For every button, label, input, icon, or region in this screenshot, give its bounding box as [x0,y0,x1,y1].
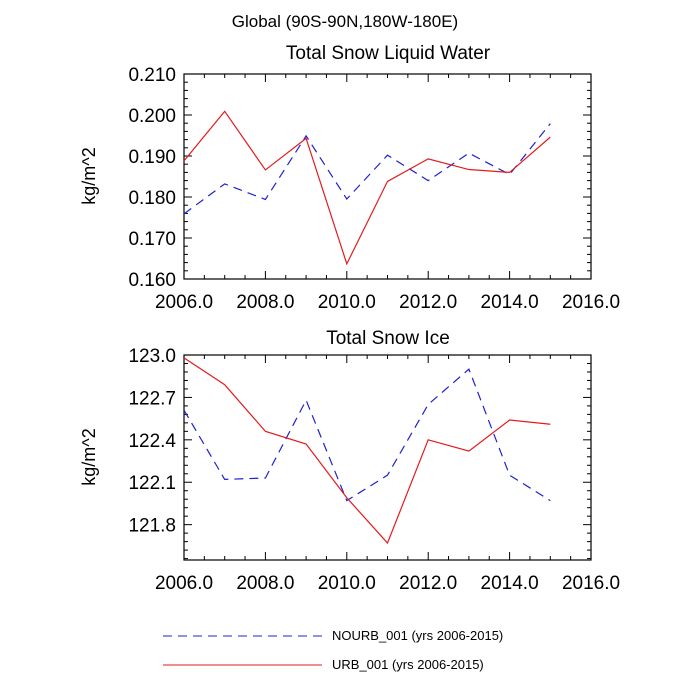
y-tick-label: 123.0 [128,346,176,367]
x-tick-label: 2006.0 [155,292,213,313]
y-tick-label: 122.4 [128,431,176,452]
x-tick-label: 2010.0 [318,292,376,313]
x-tick-label: 2008.0 [236,292,294,313]
x-tick-label: 2014.0 [481,573,539,594]
plot-frame [183,73,592,280]
y-axis-label: kg/m^2 [79,147,99,204]
x-tick-label: 2012.0 [399,292,457,313]
legend-label-nourb: NOURB_001 (yrs 2006-2015) [332,628,503,643]
figure-title: Global (90S-90N,180W-180E) [232,12,458,31]
x-tick-label: 2008.0 [236,573,294,594]
legend: NOURB_001 (yrs 2006-2015) URB_001 (yrs 2… [163,628,503,672]
x-tick-label: 2014.0 [481,292,539,313]
legend-label-urb: URB_001 (yrs 2006-2015) [332,657,484,672]
y-tick-label: 0.160 [128,270,176,291]
series-line-nourb [183,123,551,215]
series-line-urb [183,110,551,266]
y-tick-label: 0.200 [128,106,176,127]
y-tick-label: 0.180 [128,188,176,209]
panel-snow-liquid-water: Total Snow Liquid Water kg/m^2 2006.0 200… [79,43,620,313]
plot-frame [183,354,592,561]
panel-snow-ice: Total Snow Ice kg/m^2 2006.0 2008.0 2010.0… [79,328,620,594]
y-tick-label: 0.210 [128,65,176,86]
y-tick-label: 122.1 [128,473,176,494]
panel-title: Total Snow Liquid Water [286,43,491,64]
y-tick-label: 122.7 [128,388,176,409]
x-tick-label: 2016.0 [562,573,620,594]
y-tick-label: 0.190 [128,147,176,168]
x-tick-label: 2012.0 [399,573,457,594]
series-line-nourb [183,368,551,502]
y-axis-label: kg/m^2 [79,428,99,485]
x-tick-label: 2006.0 [155,573,213,594]
y-tick-label: 0.170 [128,229,176,250]
x-tick-label: 2010.0 [318,573,376,594]
panel-title: Total Snow Ice [326,328,450,349]
y-tick-label: 121.8 [128,516,176,537]
x-tick-label: 2016.0 [562,292,620,313]
series-line-urb [183,357,551,545]
